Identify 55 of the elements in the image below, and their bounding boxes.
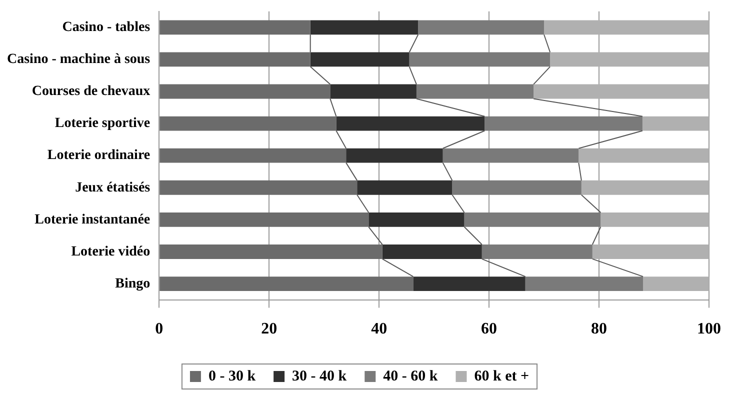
- y-tick-label: Jeux étatisés: [75, 180, 151, 196]
- y-tick-label: Loterie vidéo: [71, 244, 150, 260]
- x-tick-label: 0: [155, 320, 164, 338]
- bar: [442, 148, 579, 163]
- bar: [160, 180, 358, 195]
- x-tick-label: 60: [481, 320, 498, 338]
- bar: [160, 212, 369, 227]
- bar: [578, 148, 709, 163]
- x-tick-label: 20: [261, 320, 278, 338]
- bar: [416, 84, 534, 99]
- x-tick-label: 40: [371, 320, 388, 338]
- bar: [464, 212, 601, 227]
- legend-label: 40 - 60 k: [383, 368, 438, 384]
- legend-label: 30 - 40 k: [292, 368, 348, 384]
- bar: [160, 52, 310, 67]
- bar: [160, 84, 330, 99]
- bar: [160, 244, 382, 259]
- bar: [525, 276, 644, 291]
- bar: [550, 52, 709, 67]
- bar: [592, 244, 709, 259]
- bar: [544, 20, 709, 35]
- bar: [452, 180, 582, 195]
- bar: [534, 84, 709, 99]
- bar: [418, 20, 544, 35]
- bar: [382, 244, 482, 259]
- bar: [581, 180, 709, 195]
- bar: [336, 116, 485, 131]
- bar: [643, 276, 709, 291]
- y-tick-label: Loterie ordinaire: [47, 148, 150, 164]
- y-tick-label: Loterie instantanée: [34, 212, 150, 228]
- bar: [346, 148, 443, 163]
- bar: [160, 116, 336, 131]
- y-tick-label: Casino - tables: [62, 20, 151, 36]
- x-tick-label: 80: [591, 320, 608, 338]
- bar: [310, 52, 410, 67]
- bar: [600, 212, 709, 227]
- bar: [482, 244, 592, 259]
- bar: [484, 116, 642, 131]
- bar: [357, 180, 452, 195]
- legend-label: 0 - 30 k: [208, 368, 256, 384]
- bar: [330, 84, 416, 99]
- x-tick-label: 100: [697, 320, 721, 338]
- y-tick-label: Courses de chevaux: [32, 84, 150, 100]
- bar: [310, 20, 418, 35]
- legend-label: 60 k et +: [474, 368, 530, 384]
- y-tick-label: Bingo: [115, 276, 150, 292]
- y-tick-label: Casino - machine à sous: [6, 52, 151, 68]
- bar: [413, 276, 526, 291]
- y-tick-label: Loterie sportive: [54, 116, 150, 132]
- bar: [160, 148, 346, 163]
- bar: [160, 20, 310, 35]
- bar: [160, 276, 414, 291]
- bar: [368, 212, 464, 227]
- bar: [409, 52, 550, 67]
- bar: [642, 116, 709, 131]
